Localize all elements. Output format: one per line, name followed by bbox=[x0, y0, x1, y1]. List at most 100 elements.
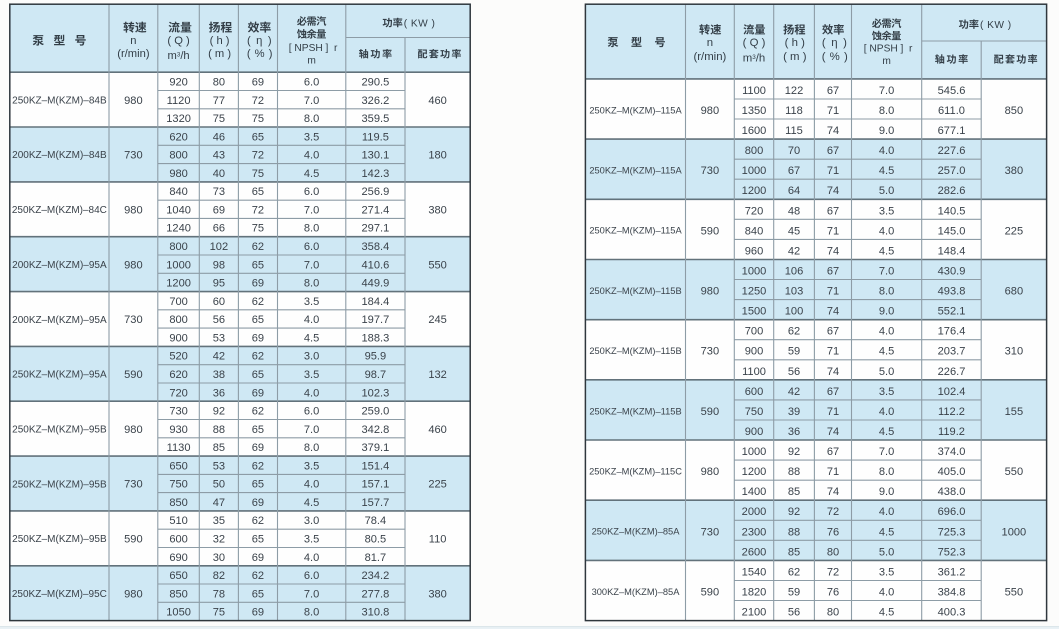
svg-text:4.0: 4.0 bbox=[304, 387, 319, 399]
svg-text:62: 62 bbox=[252, 406, 264, 418]
svg-text:71: 71 bbox=[827, 105, 839, 117]
svg-text:80.5: 80.5 bbox=[365, 534, 387, 546]
svg-text:4.0: 4.0 bbox=[304, 552, 319, 564]
svg-text:1000: 1000 bbox=[742, 446, 767, 458]
svg-text:74: 74 bbox=[827, 426, 839, 438]
svg-text:74: 74 bbox=[827, 486, 839, 498]
svg-text:4.5: 4.5 bbox=[879, 426, 894, 438]
svg-text:980: 980 bbox=[124, 259, 143, 271]
svg-text:4.0: 4.0 bbox=[879, 326, 894, 338]
svg-text:520: 520 bbox=[169, 351, 188, 363]
svg-text:8.0: 8.0 bbox=[304, 223, 319, 235]
svg-text:( % ): ( % ) bbox=[822, 51, 849, 63]
svg-text:76: 76 bbox=[827, 587, 839, 599]
svg-text:62: 62 bbox=[252, 296, 264, 308]
svg-text:m: m bbox=[307, 56, 316, 67]
svg-text:550: 550 bbox=[1005, 466, 1024, 478]
svg-text:59: 59 bbox=[788, 346, 800, 358]
svg-text:800: 800 bbox=[745, 145, 764, 157]
svg-text:69: 69 bbox=[252, 497, 264, 509]
svg-text:176.4: 176.4 bbox=[938, 326, 966, 338]
svg-text:1130: 1130 bbox=[167, 442, 191, 454]
svg-text:4.5: 4.5 bbox=[304, 497, 319, 509]
svg-text:7.0: 7.0 bbox=[304, 95, 319, 107]
svg-text:850: 850 bbox=[169, 588, 188, 600]
svg-text:225: 225 bbox=[1005, 225, 1024, 237]
svg-text:38: 38 bbox=[213, 369, 225, 381]
svg-text:n: n bbox=[707, 37, 713, 49]
svg-text:2100: 2100 bbox=[742, 607, 767, 619]
svg-text:920: 920 bbox=[169, 77, 188, 89]
svg-text:384.8: 384.8 bbox=[938, 587, 966, 599]
svg-text:4.0: 4.0 bbox=[304, 150, 319, 162]
svg-text:( KW ): ( KW ) bbox=[404, 18, 436, 29]
svg-text:250KZ–M(KZM)–84C: 250KZ–M(KZM)–84C bbox=[12, 205, 107, 216]
svg-text:2000: 2000 bbox=[742, 506, 767, 518]
svg-text:78: 78 bbox=[213, 588, 225, 600]
svg-text:8.0: 8.0 bbox=[304, 607, 319, 619]
svg-text:250KZ–M(KZM)–95A: 250KZ–M(KZM)–95A bbox=[12, 370, 107, 381]
svg-text:72: 72 bbox=[252, 205, 264, 217]
svg-text:77: 77 bbox=[213, 95, 225, 107]
svg-text:752.3: 752.3 bbox=[938, 546, 966, 558]
svg-text:65: 65 bbox=[252, 131, 264, 143]
svg-text:730: 730 bbox=[124, 479, 143, 491]
svg-text:69: 69 bbox=[213, 205, 225, 217]
svg-text:1250: 1250 bbox=[742, 286, 767, 298]
svg-text:1000: 1000 bbox=[742, 165, 767, 177]
svg-text:71: 71 bbox=[827, 346, 839, 358]
svg-text:256.9: 256.9 bbox=[362, 186, 390, 198]
svg-text:69: 69 bbox=[252, 607, 264, 619]
svg-text:( η ): ( η ) bbox=[822, 37, 848, 49]
svg-text:1040: 1040 bbox=[166, 205, 191, 217]
svg-text:80: 80 bbox=[827, 546, 839, 558]
svg-text:(r/min): (r/min) bbox=[117, 48, 150, 60]
svg-text:1050: 1050 bbox=[166, 607, 191, 619]
svg-text:250KZ–M(KZM)–95B: 250KZ–M(KZM)–95B bbox=[12, 534, 107, 545]
svg-text:74: 74 bbox=[827, 185, 839, 197]
svg-text:297.1: 297.1 bbox=[362, 223, 390, 235]
svg-text:250KZ–M(KZM)–115A: 250KZ–M(KZM)–115A bbox=[589, 226, 682, 236]
svg-text:590: 590 bbox=[124, 369, 143, 381]
svg-text:130.1: 130.1 bbox=[362, 150, 390, 162]
svg-text:75: 75 bbox=[252, 113, 264, 125]
svg-text:8.0: 8.0 bbox=[879, 466, 894, 478]
svg-text:140.5: 140.5 bbox=[938, 205, 966, 217]
svg-text:200KZ–M(KZM)–84B: 200KZ–M(KZM)–84B bbox=[12, 150, 107, 161]
svg-text:203.7: 203.7 bbox=[938, 346, 966, 358]
svg-text:4.5: 4.5 bbox=[879, 526, 894, 538]
svg-text:1350: 1350 bbox=[742, 105, 767, 117]
svg-text:( Q ): ( Q ) bbox=[743, 37, 766, 49]
svg-text:62: 62 bbox=[252, 351, 264, 363]
svg-text:7.0: 7.0 bbox=[879, 85, 894, 97]
svg-text:67: 67 bbox=[827, 326, 839, 338]
svg-text:677.1: 677.1 bbox=[938, 125, 966, 137]
svg-text:65: 65 bbox=[252, 186, 264, 198]
svg-text:2300: 2300 bbox=[742, 526, 767, 538]
svg-text:552.1: 552.1 bbox=[938, 306, 966, 318]
svg-text:358.4: 358.4 bbox=[362, 241, 390, 253]
svg-text:1200: 1200 bbox=[742, 466, 767, 478]
svg-text:60: 60 bbox=[213, 296, 225, 308]
svg-text:62: 62 bbox=[252, 515, 264, 527]
svg-text:65: 65 bbox=[252, 479, 264, 491]
svg-text:1540: 1540 bbox=[742, 566, 767, 578]
svg-text:980: 980 bbox=[124, 424, 143, 436]
svg-text:112.2: 112.2 bbox=[938, 406, 965, 418]
svg-text:550: 550 bbox=[428, 259, 447, 271]
svg-text:110: 110 bbox=[429, 534, 447, 546]
svg-text:250KZ–M(KZM)–115A: 250KZ–M(KZM)–115A bbox=[589, 166, 682, 176]
svg-text:m3/h: m3/h bbox=[168, 50, 190, 62]
svg-text:( h ): ( h ) bbox=[785, 37, 805, 49]
svg-text:56: 56 bbox=[788, 366, 800, 378]
svg-text:680: 680 bbox=[1005, 286, 1024, 298]
svg-text:8.0: 8.0 bbox=[304, 442, 319, 454]
svg-text:[ NPSH ] r: [ NPSH ] r bbox=[289, 43, 338, 54]
svg-text:3.5: 3.5 bbox=[879, 205, 894, 217]
svg-text:85: 85 bbox=[213, 442, 225, 454]
svg-text:250KZ–M(KZM)–115B: 250KZ–M(KZM)–115B bbox=[589, 286, 681, 296]
svg-text:65: 65 bbox=[252, 424, 264, 436]
svg-text:1320: 1320 bbox=[166, 113, 191, 125]
svg-text:98.7: 98.7 bbox=[365, 369, 387, 381]
svg-text:600: 600 bbox=[169, 534, 188, 546]
